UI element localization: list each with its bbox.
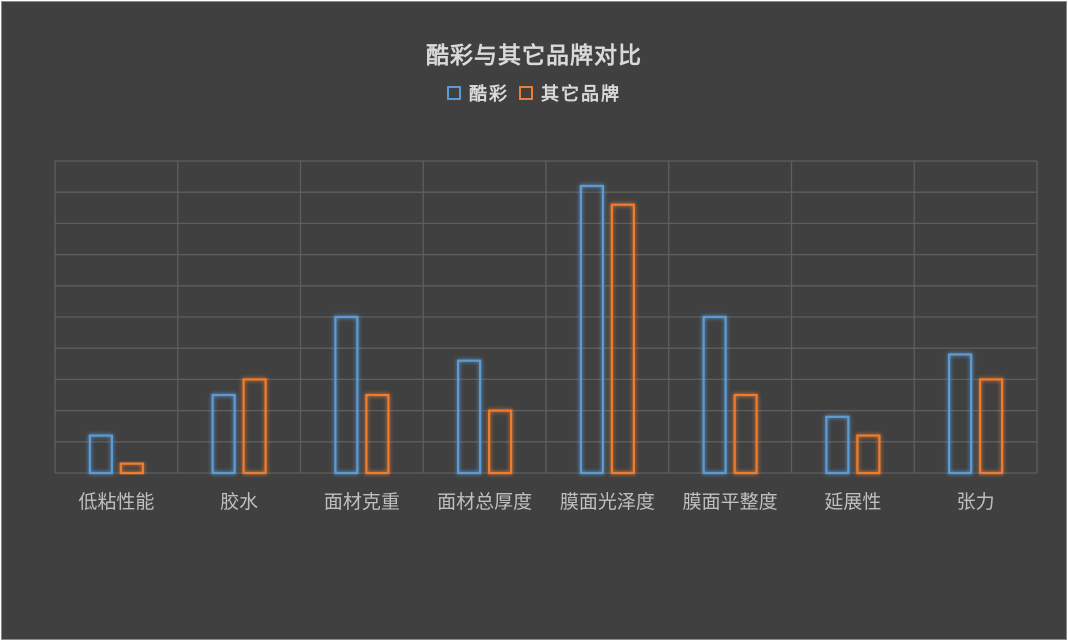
x-tick-label: 面材克重	[324, 491, 400, 513]
bar-kucai	[702, 315, 727, 475]
bar-other-brands	[365, 393, 390, 475]
bar-other-brands	[979, 378, 1004, 475]
bar-other-brands	[119, 462, 144, 475]
legend-label-kucai: 酷彩	[469, 84, 509, 105]
x-tick-label: 张力	[957, 491, 995, 513]
bar-kucai	[211, 393, 236, 475]
x-tick-label: 低粘性能	[78, 491, 154, 513]
bar-kucai	[948, 353, 973, 475]
x-tick-label: 膜面光泽度	[560, 491, 655, 513]
legend-label-other-brands: 其它品牌	[541, 84, 621, 105]
x-tick-label: 胶水	[220, 491, 258, 513]
bar-kucai	[457, 359, 482, 475]
bar-kucai	[579, 184, 604, 475]
bar-kucai	[825, 415, 850, 475]
bar-other-brands	[856, 434, 881, 475]
legend-item-kucai[interactable]: 酷彩	[447, 80, 509, 106]
bar-other-brands	[733, 393, 758, 475]
legend-item-other-brands[interactable]: 其它品牌	[519, 80, 621, 106]
chart-title: 酷彩与其它品牌对比	[426, 43, 642, 69]
x-tick-label: 面材总厚度	[437, 491, 532, 513]
bar-other-brands	[242, 378, 267, 475]
x-tick-label: 延展性	[824, 491, 881, 513]
bar-kucai	[334, 315, 359, 475]
bar-other-brands	[488, 409, 513, 475]
legend-swatch-other-brands	[519, 86, 533, 100]
bar-kucai	[88, 434, 113, 475]
legend: 酷彩 其它品牌	[2, 80, 1066, 106]
legend-swatch-kucai	[447, 86, 461, 100]
bar-other-brands	[610, 203, 635, 475]
x-tick-label: 膜面平整度	[683, 491, 778, 513]
